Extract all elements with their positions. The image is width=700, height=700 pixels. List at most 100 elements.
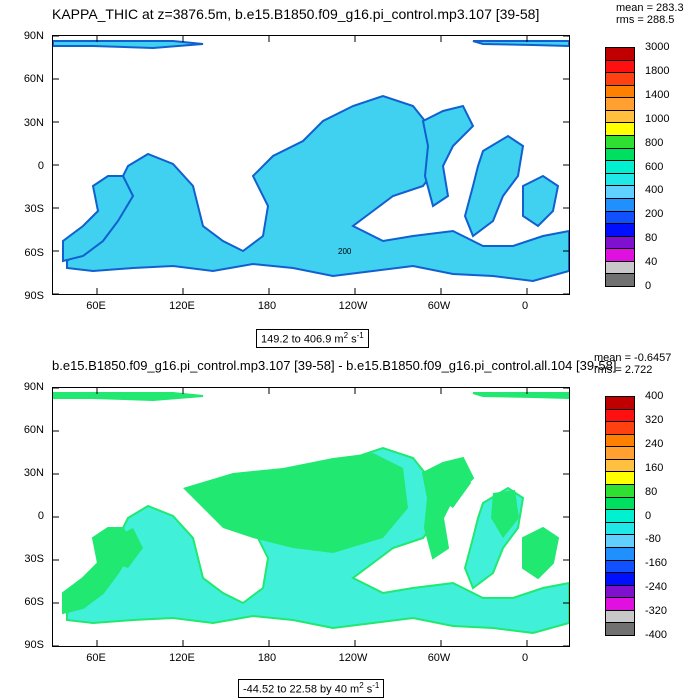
panel-title: b.e15.B1850.f09_g16.pi_control.mp3.107 [… — [52, 358, 617, 373]
colorbar-tick-label: 3000 — [645, 41, 670, 53]
colorbar-tick-label: 1400 — [645, 88, 670, 101]
colorbar-cell — [605, 421, 635, 435]
colorbar-tick-label: -320 — [645, 605, 668, 618]
colorbar-tick-label: 320 — [645, 413, 664, 426]
colorbar-tick-label: 800 — [645, 136, 664, 149]
range-text: 149.2 to 406.9 m — [261, 333, 344, 346]
colorbar-cell — [605, 458, 635, 473]
colorbar-tick-label: 0 — [645, 509, 652, 522]
colorbar-tick-label: 0 — [645, 280, 652, 292]
anomaly-patch — [433, 460, 471, 508]
range-unit-sup: 2 — [343, 331, 349, 340]
lat-label: 90N — [23, 381, 44, 393]
anomaly-patch — [113, 528, 143, 568]
lon-label: 120W — [338, 300, 368, 312]
ocean-basin — [421, 104, 475, 208]
colorbar-tick-label: 400 — [645, 184, 664, 197]
colorbar-cell — [605, 135, 635, 149]
colorbar-cell — [605, 396, 635, 410]
map-field — [53, 388, 569, 646]
ocean-basin — [472, 40, 569, 48]
colorbar-cell — [605, 197, 635, 212]
colorbar-cell — [605, 122, 635, 137]
axis-ticks — [53, 388, 569, 646]
ocean-basin — [522, 526, 560, 580]
lon-label: 120E — [169, 300, 195, 312]
colorbar-cell — [605, 172, 635, 187]
colorbar — [605, 396, 635, 636]
colorbar-cell — [605, 160, 635, 174]
colorbar-cell — [605, 273, 635, 287]
colorbar-tick-label: -80 — [645, 533, 661, 546]
panel-top: KAPPA_THIC at z=3876.5m, b.e15.B1850.f09… — [23, 2, 684, 348]
ocean-basin — [66, 94, 569, 283]
lon-label: 0 — [521, 652, 529, 664]
colorbar — [605, 47, 635, 287]
lon-label: 180 — [257, 300, 277, 312]
colorbar-cell — [605, 147, 635, 162]
map-plot: 200 — [52, 35, 570, 295]
ocean-basin — [472, 392, 569, 400]
lon-label: 60E — [86, 300, 106, 312]
map-plot — [52, 387, 570, 647]
colorbar-tick-label: 200 — [645, 208, 664, 221]
range-unit-tail: s — [363, 683, 373, 696]
colorbar-cell — [605, 97, 635, 111]
colorbar-cell — [605, 521, 635, 536]
ocean-basin — [53, 40, 204, 50]
ocean-basin — [53, 392, 204, 402]
lat-label: 90N — [23, 30, 44, 42]
colorbar-cell — [605, 471, 635, 486]
colorbar-tick-label: 80 — [645, 485, 658, 498]
lon-label: 0 — [521, 300, 529, 312]
lon-label: 60W — [427, 652, 451, 664]
range-label: 149.2 to 406.9 m2 s-1 — [256, 329, 369, 348]
colorbar-cell — [605, 446, 635, 460]
colorbar-cell — [605, 572, 635, 586]
stats-block: mean = -0.6457 rms = 2.722 — [594, 352, 671, 376]
lat-label: 0 — [37, 510, 44, 522]
colorbar-tick-label: 160 — [645, 461, 664, 474]
lat-label: 60S — [24, 596, 44, 608]
colorbar-cell — [605, 260, 635, 275]
colorbar-tick-label: -400 — [645, 629, 668, 641]
colorbar-tick-label: -240 — [645, 581, 668, 594]
lat-label: 90S — [24, 639, 44, 651]
lat-label: 30N — [23, 117, 44, 129]
anomaly-patch — [491, 490, 519, 538]
lon-label: 120W — [338, 652, 368, 664]
colorbar-cell — [605, 185, 635, 199]
lon-label: 60E — [86, 652, 106, 664]
range-unit-tail: s — [348, 333, 357, 346]
ocean-basin — [463, 134, 525, 238]
range-unit-sup: 2 — [359, 681, 364, 690]
colorbar-cell — [605, 109, 635, 124]
colorbar-cell — [605, 84, 635, 99]
anomaly-patch — [183, 453, 408, 553]
lat-label: 60N — [23, 424, 44, 436]
stats-block: mean = 283.3 rms = 288.5 — [616, 2, 684, 26]
colorbar-cell — [605, 248, 635, 262]
lat-label: 30S — [24, 203, 44, 215]
panel-bottom: b.e15.B1850.f09_g16.pi_control.mp3.107 [… — [0, 350, 700, 700]
mean-stat: mean = 283.3 — [616, 2, 684, 14]
range-unit-sup2: -1 — [356, 331, 364, 340]
colorbar-tick-label: 40 — [645, 256, 658, 269]
colorbar-cell — [605, 609, 635, 624]
colorbar-cell — [605, 47, 635, 61]
colorbar-cell — [605, 408, 635, 423]
lon-label: 120E — [169, 652, 195, 664]
colorbar-cell — [605, 72, 635, 86]
colorbar-cell — [605, 235, 635, 250]
colorbar-tick-label: 240 — [645, 437, 664, 450]
colorbar-tick-label: 80 — [645, 232, 658, 245]
colorbar-cell — [605, 534, 635, 548]
lat-label: 30N — [23, 467, 44, 479]
ocean-field-top: 200 — [53, 40, 569, 283]
colorbar-tick-label: 1800 — [645, 64, 670, 77]
lat-label: 0 — [37, 160, 44, 172]
axis-ticks — [53, 36, 569, 294]
colorbar-tick-label: 600 — [645, 160, 664, 173]
rms-stat: rms = 2.722 — [594, 364, 653, 376]
lon-label: 180 — [257, 652, 277, 664]
